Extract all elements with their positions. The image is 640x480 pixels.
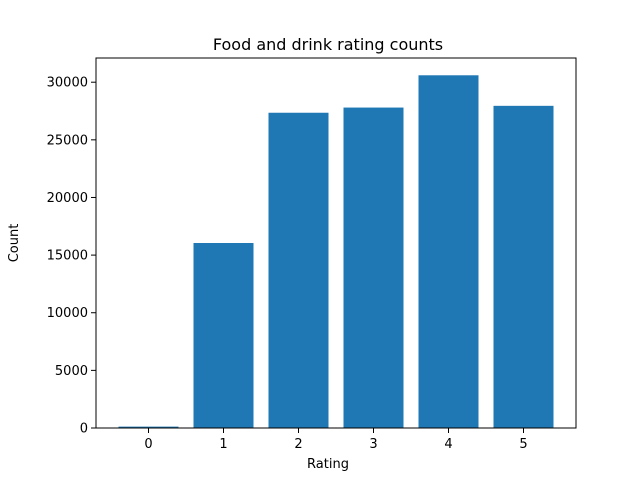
y-tick-label-15000: 15000 — [47, 249, 88, 264]
y-tick-label-10000: 10000 — [47, 306, 88, 321]
y-tick-label-0: 0 — [80, 422, 88, 437]
x-tick-label-3: 3 — [369, 437, 377, 452]
x-tick-label-1: 1 — [219, 437, 227, 452]
bar-rating-3 — [343, 107, 404, 428]
x-axis-label: Rating — [307, 457, 349, 472]
plot-frame — [95, 57, 577, 429]
y-axis-ticks: 0 5000 10000 15000 20000 25000 30000 — [47, 76, 96, 437]
bar-rating-4 — [418, 75, 479, 428]
x-tick-label-0: 0 — [144, 437, 152, 452]
bar-rating-0 — [118, 426, 179, 428]
bars-layer — [118, 75, 554, 428]
bar-rating-5 — [493, 105, 554, 428]
x-tick-label-5: 5 — [519, 437, 527, 452]
x-axis-ticks: 0 1 2 3 4 5 — [144, 428, 528, 452]
chart-title: Food and drink rating counts — [213, 35, 443, 54]
y-tick-label-20000: 20000 — [47, 191, 88, 206]
y-axis-label: Count — [7, 224, 22, 263]
x-tick-label-2: 2 — [294, 437, 302, 452]
y-tick-label-5000: 5000 — [55, 364, 88, 379]
y-tick-label-25000: 25000 — [47, 133, 88, 148]
bar-rating-2 — [268, 112, 329, 428]
y-tick-label-30000: 30000 — [47, 76, 88, 91]
x-tick-label-4: 4 — [444, 437, 452, 452]
bar-rating-1 — [193, 243, 254, 428]
